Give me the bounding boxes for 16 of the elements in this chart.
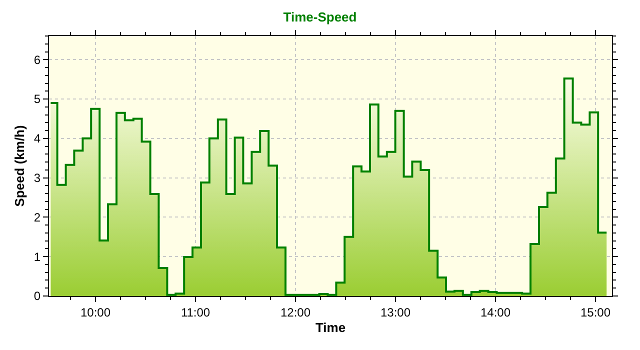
y-tick-label: 0 bbox=[34, 289, 41, 304]
chart-title: Time-Speed bbox=[283, 9, 357, 24]
x-tick-label: 14:00 bbox=[480, 305, 511, 320]
y-tick-label: 6 bbox=[34, 52, 41, 67]
x-tick-label: 11:00 bbox=[180, 305, 210, 320]
x-tick-label: 13:00 bbox=[380, 305, 411, 320]
x-tick-label: 15:00 bbox=[580, 305, 611, 320]
x-tick-label: 10:00 bbox=[80, 305, 111, 320]
y-axis-title: Speed (km/h) bbox=[12, 125, 27, 207]
y-tick-label: 1 bbox=[34, 250, 41, 264]
y-tick-label: 5 bbox=[34, 92, 41, 106]
y-tick-label: 2 bbox=[34, 210, 41, 224]
x-axis-title: Time bbox=[315, 320, 346, 335]
y-tick-label: 3 bbox=[34, 171, 41, 186]
y-tick-label: 4 bbox=[34, 132, 41, 146]
x-tick-label: 12:00 bbox=[280, 305, 311, 320]
